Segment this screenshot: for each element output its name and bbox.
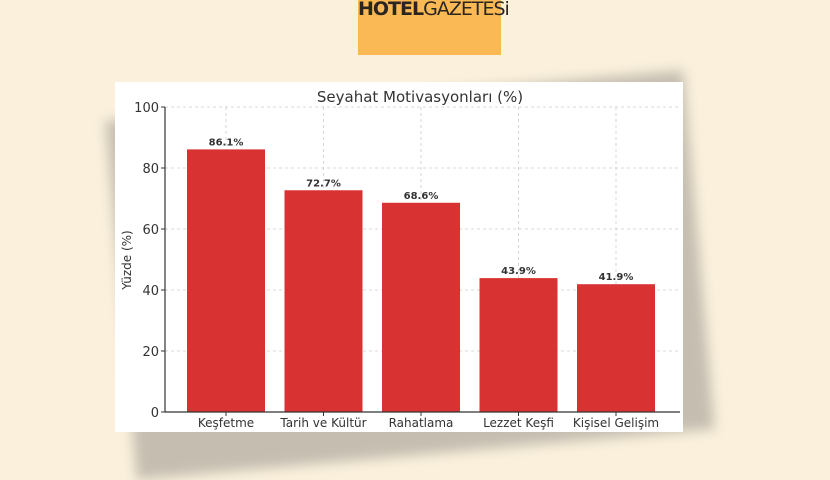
hotel-gazetesi-logo[interactable]: HOTELGAZETESi — [358, 0, 510, 55]
y-tick-label: 0 — [151, 406, 159, 421]
y-tick-label: 20 — [142, 345, 159, 360]
x-tick-label: Kişisel Gelişim — [573, 416, 659, 430]
chart-title: Seyahat Motivasyonları (%) — [317, 88, 523, 106]
x-tick-label: Keşfetme — [198, 416, 254, 430]
data-label: 41.9% — [599, 272, 634, 283]
bar — [479, 278, 558, 412]
data-label: 86.1% — [209, 137, 244, 148]
bar — [577, 284, 655, 412]
bar — [284, 190, 363, 412]
x-tick-label: Tarih ve Kültür — [279, 416, 366, 430]
data-label: 72.7% — [306, 178, 341, 189]
x-tick-label: Lezzet Keşfi — [483, 416, 554, 430]
y-tick-label: 100 — [134, 101, 159, 116]
data-label: 43.9% — [501, 266, 536, 277]
x-tick-label: Rahatlama — [389, 416, 454, 430]
y-tick-label: 60 — [142, 223, 159, 238]
y-tick-label: 40 — [142, 284, 159, 299]
bar — [382, 202, 460, 412]
bar — [187, 149, 265, 412]
data-label: 68.6% — [404, 191, 439, 202]
y-tick-label: 80 — [142, 162, 159, 177]
y-axis-label: Yüzde (%) — [120, 230, 134, 290]
